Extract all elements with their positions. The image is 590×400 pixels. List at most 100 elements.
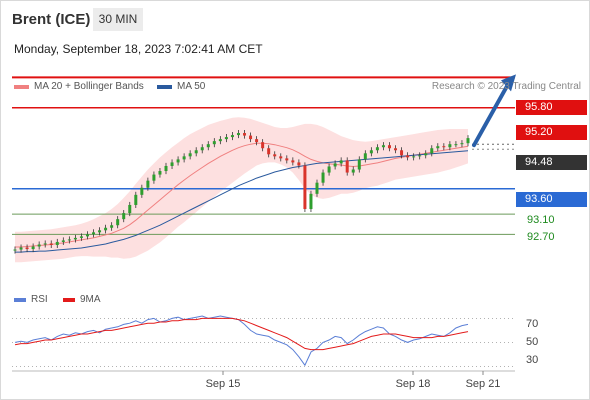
candle-body (218, 139, 222, 142)
ma9-legend-label: 9MA (80, 294, 101, 305)
candle-body (55, 241, 59, 245)
candle-body (146, 180, 150, 188)
candle-body (79, 236, 83, 238)
candle-body (249, 135, 253, 140)
candle-body (369, 150, 373, 154)
candle-body (98, 230, 102, 233)
candle-body (31, 246, 35, 250)
candle-body (375, 147, 379, 151)
candle-body (279, 156, 283, 159)
candle-body (13, 249, 17, 251)
candle-body (212, 141, 216, 145)
candle-body (158, 171, 162, 175)
candle-body (291, 160, 295, 163)
candle-body (285, 158, 289, 161)
candle-body (73, 237, 77, 240)
candle-body (19, 247, 23, 250)
current-price-label: 94.48 (516, 155, 587, 170)
candle-body (243, 133, 247, 136)
projection-arrow-head (501, 74, 516, 92)
candle-body (466, 138, 470, 144)
candle-body (25, 247, 29, 250)
resistance-2-label: 95.80 (516, 100, 587, 115)
ma50-legend-label: MA 50 (177, 81, 206, 92)
ma20-legend-label: MA 20 + Bollinger Bands (34, 81, 144, 92)
bollinger-band (15, 117, 468, 263)
pivot-label: 93.60 (516, 192, 587, 207)
candle-body (460, 143, 464, 145)
timeframe-badge[interactable]: 30 MIN (93, 8, 143, 31)
source-credit: Research © 2023 Trading Central (431, 81, 581, 92)
rsi-series-9ma (14, 317, 469, 351)
candle-body (122, 213, 126, 220)
support-1-label: 93.10 (527, 214, 555, 226)
x-tick-label: Sep 21 (465, 378, 501, 390)
candle-body (273, 154, 277, 157)
instrument-title: Brent (ICE) (12, 11, 91, 28)
candle-body (170, 162, 174, 166)
candle-body (442, 146, 446, 148)
candle-body (152, 174, 156, 181)
chart-datetime: Monday, September 18, 2023 7:02:41 AM CE… (14, 42, 263, 56)
candle-body (309, 193, 313, 210)
candle-body (140, 187, 144, 195)
candle-body (333, 163, 337, 167)
legend-ma50: MA 50 (157, 81, 205, 92)
candle-body (200, 147, 204, 151)
ma50-swatch (157, 84, 172, 89)
candle-body (357, 159, 361, 170)
candle-body (67, 239, 71, 241)
rsi-series-rsi (14, 315, 469, 367)
candle-body (400, 150, 404, 156)
x-tick-label: Sep 15 (205, 378, 241, 390)
candle-body (134, 194, 138, 205)
candle-body (448, 144, 452, 148)
rsi-tick-label: 50 (526, 336, 539, 348)
candle-body (454, 144, 458, 146)
legend-ma20: MA 20 + Bollinger Bands (14, 81, 144, 92)
candle-body (261, 142, 265, 149)
candle-body (128, 204, 132, 214)
candle-body (224, 137, 228, 140)
candle-body (255, 139, 259, 143)
candle-body (61, 240, 65, 242)
candle-body (381, 145, 385, 148)
candle-body (351, 169, 355, 173)
candle-body (110, 225, 114, 228)
candle-body (267, 148, 271, 155)
legend-9ma: 9MA (63, 294, 101, 305)
candle-body (424, 153, 428, 156)
candle-body (394, 148, 398, 151)
candle-body (164, 165, 168, 172)
candle-body (116, 219, 120, 226)
candle-body (104, 227, 108, 231)
ma50-line (15, 150, 469, 253)
projection-arrow-shaft (472, 82, 510, 148)
candle-body (303, 165, 307, 210)
candle-body (339, 160, 343, 164)
support-2-label: 92.70 (527, 231, 555, 243)
candle-body (412, 156, 416, 158)
candle-body (297, 162, 301, 166)
resistance-1-label: 95.20 (516, 125, 587, 140)
candle-body (37, 244, 41, 247)
candle-body (236, 133, 240, 136)
candle-body (321, 172, 325, 183)
rsi-legend-label: RSI (31, 294, 48, 305)
ma9-swatch (63, 297, 75, 302)
ma20-line (15, 142, 469, 248)
x-tick-label: Sep 18 (395, 378, 431, 390)
candle-body (327, 166, 331, 173)
candle-body (182, 156, 186, 160)
candle-body (176, 159, 180, 163)
rsi-tick-label: 30 (526, 354, 539, 366)
candle-body (315, 182, 319, 194)
candle-body (49, 243, 53, 245)
candle-body (92, 232, 96, 235)
legend-rsi: RSI (14, 294, 48, 305)
candle-body (43, 243, 47, 245)
candle-body (85, 234, 89, 237)
candle-body (230, 135, 234, 138)
ma20-swatch (14, 84, 29, 89)
